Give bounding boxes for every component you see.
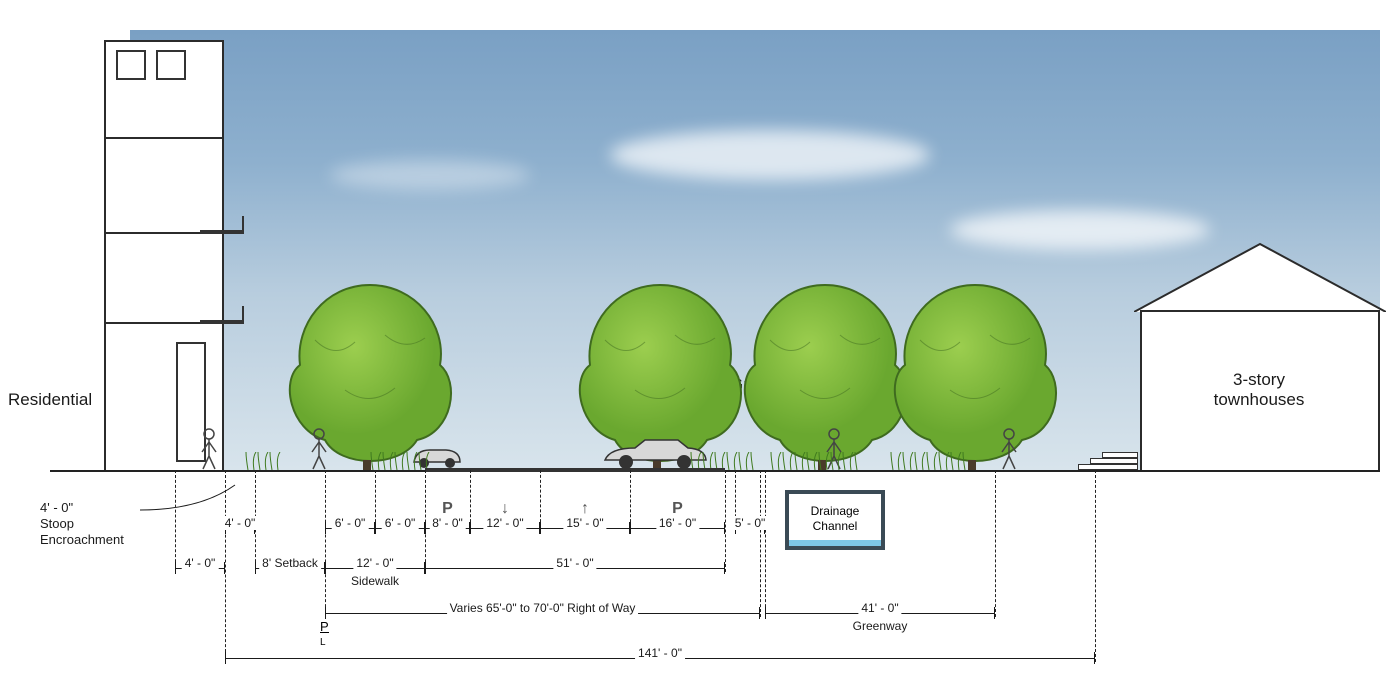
dim-label: 4' - 0" [222,516,259,530]
dim-guide [225,470,226,662]
dim-label: Varies 65'-0" to 70'-0" Right of Way [447,601,639,615]
residential-building [104,40,224,470]
stoop-l2: Stoop [40,516,74,531]
drainage-channel: Drainage Channel [785,490,885,550]
dim-label: 41' - 0" [858,601,901,615]
dim-label: 4' - 0" [182,556,219,570]
dim-guide [995,470,996,617]
person-icon [1000,428,1018,470]
roof-icon [1134,242,1386,312]
grass [245,452,285,470]
dim-label: 15' - 0" [563,516,606,530]
dim-label: 141' - 0" [635,646,685,660]
person-icon [200,428,218,470]
drainage-l1: Drainage [811,504,860,518]
dim-label: 6' - 0" [332,516,369,530]
label-townhouses-l2: townhouses [1214,390,1305,409]
dim-caption: Sidewalk [348,574,402,588]
lane-icon: P [442,500,453,518]
grass [890,452,970,470]
label-stoop: 4' - 0" Stoop Encroachment [40,500,124,548]
dim-guide [725,470,726,572]
dim-guide [425,470,426,572]
property-line-marker: PL [320,620,329,648]
grass [770,452,860,470]
townhouse [1140,242,1380,470]
label-townhouses-l1: 3-story [1233,370,1285,389]
lane-icon: ↑ [581,500,589,518]
dim-label: 6' - 0" [382,516,419,530]
dim-label: 16' - 0" [656,516,699,530]
drainage-l2: Channel [813,519,858,533]
dim-guide [765,470,766,617]
stoop-l3: Encroachment [40,532,124,547]
person-icon [310,428,328,470]
label-residential: Residential [8,390,92,410]
tree [890,280,1060,470]
dim-label: 51' - 0" [553,556,596,570]
lane-icon: P [672,500,683,518]
dim-guide [760,470,761,617]
below-ground [50,470,1380,700]
dim-guide [325,470,326,617]
label-townhouses: 3-story townhouses [1184,370,1334,410]
dim-caption: Greenway [850,619,911,633]
dim-label: 5' - 0" [732,516,769,530]
cloud [610,130,930,180]
dim-guide [1095,470,1096,662]
dim-guide [175,470,176,572]
cloud [330,160,530,190]
dim-label: 8' - 0" [429,516,466,530]
lane-icon: ↓ [501,500,509,518]
dim-label: 12' - 0" [353,556,396,570]
dim-label: 8' Setback [259,556,321,570]
grass [370,452,430,470]
street-section-diagram: Residential 3-story townhouses Greenway [130,30,1380,670]
dim-label: 12' - 0" [483,516,526,530]
stoop-l1: 4' - 0" [40,500,73,515]
steps [1078,448,1138,470]
